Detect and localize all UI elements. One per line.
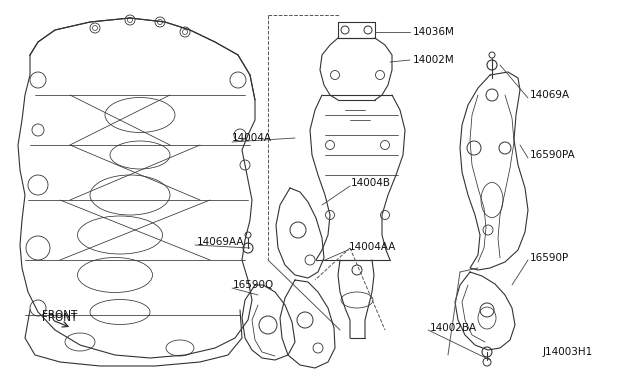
Text: 14036M: 14036M — [413, 27, 455, 37]
Text: 14004B: 14004B — [351, 178, 391, 188]
Text: 14004AA: 14004AA — [349, 242, 396, 252]
Text: 16590Q: 16590Q — [233, 280, 275, 290]
Text: FRONT: FRONT — [42, 310, 77, 320]
Text: 16590P: 16590P — [530, 253, 569, 263]
Text: 14002M: 14002M — [413, 55, 455, 65]
Text: 14002BA: 14002BA — [430, 323, 477, 333]
Text: 14069AA: 14069AA — [197, 237, 244, 247]
Text: FRONT: FRONT — [42, 313, 77, 323]
Text: 14004A: 14004A — [232, 133, 272, 143]
Text: 16590PA: 16590PA — [530, 150, 576, 160]
Text: J14003H1: J14003H1 — [543, 347, 593, 357]
Text: 14069A: 14069A — [530, 90, 570, 100]
